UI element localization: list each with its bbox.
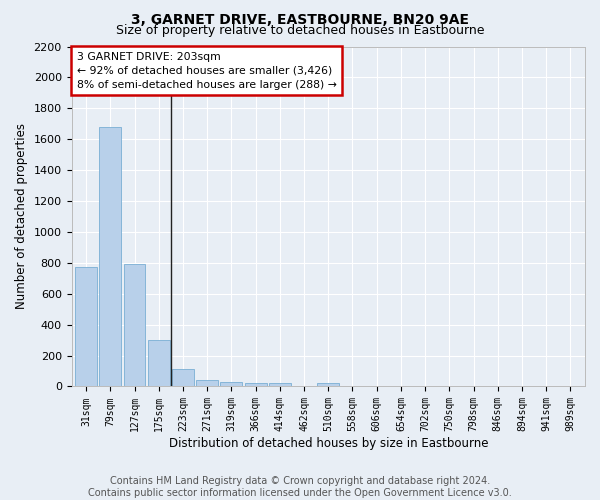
Text: 3 GARNET DRIVE: 203sqm
← 92% of detached houses are smaller (3,426)
8% of semi-d: 3 GARNET DRIVE: 203sqm ← 92% of detached… bbox=[77, 52, 337, 90]
Text: 3, GARNET DRIVE, EASTBOURNE, BN20 9AE: 3, GARNET DRIVE, EASTBOURNE, BN20 9AE bbox=[131, 12, 469, 26]
Text: Contains HM Land Registry data © Crown copyright and database right 2024.
Contai: Contains HM Land Registry data © Crown c… bbox=[88, 476, 512, 498]
Bar bbox=[172, 370, 194, 386]
Bar bbox=[245, 382, 266, 386]
Bar bbox=[75, 268, 97, 386]
Y-axis label: Number of detached properties: Number of detached properties bbox=[15, 124, 28, 310]
Bar bbox=[124, 264, 145, 386]
Bar bbox=[220, 382, 242, 386]
Text: Size of property relative to detached houses in Eastbourne: Size of property relative to detached ho… bbox=[116, 24, 484, 37]
Bar bbox=[317, 384, 339, 386]
Bar bbox=[100, 127, 121, 386]
Bar bbox=[269, 383, 291, 386]
X-axis label: Distribution of detached houses by size in Eastbourne: Distribution of detached houses by size … bbox=[169, 437, 488, 450]
Bar bbox=[148, 340, 170, 386]
Bar bbox=[196, 380, 218, 386]
